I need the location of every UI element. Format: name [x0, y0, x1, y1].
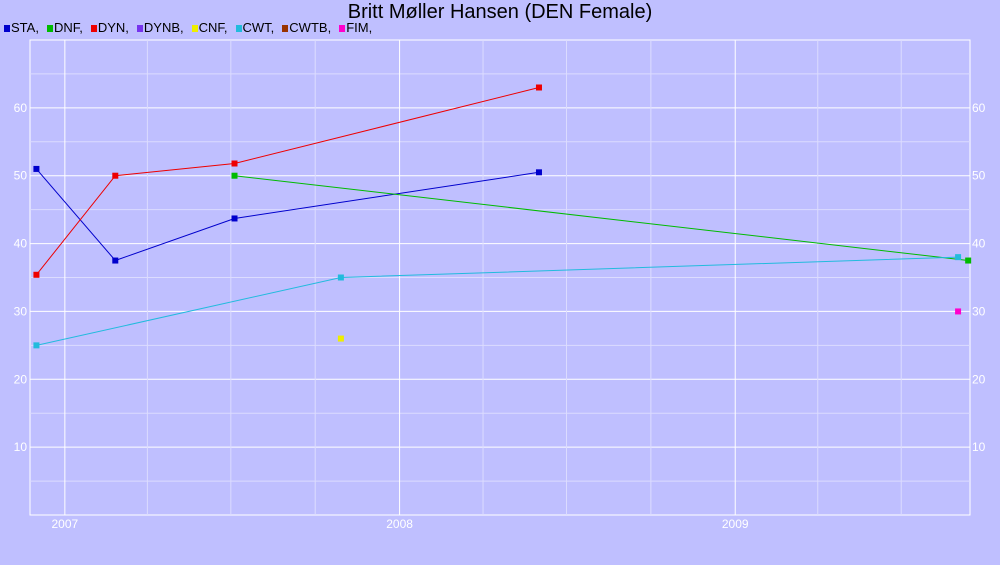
- legend-label: CNF,: [198, 20, 228, 35]
- data-point: [112, 257, 119, 264]
- data-point: [955, 308, 962, 315]
- series-line: [36, 168, 540, 262]
- data-point: [535, 84, 542, 91]
- series-0: [33, 165, 542, 264]
- x-tick-label: 2008: [386, 517, 413, 531]
- x-tick-label: 2007: [51, 517, 78, 531]
- legend-swatch: [90, 24, 97, 32]
- chart-title: Britt Møller Hansen (DEN Female): [347, 1, 653, 23]
- legend-item: CWTB,: [282, 21, 331, 35]
- data-point: [33, 271, 40, 278]
- legend-swatch: [4, 24, 10, 32]
- y-tick-label-right: 60: [972, 101, 986, 115]
- data-point: [112, 172, 119, 179]
- data-point: [33, 342, 40, 349]
- y-tick-label-right: 40: [972, 237, 986, 251]
- series-line: [36, 87, 540, 276]
- legend-label: FIM,: [346, 20, 373, 35]
- legend-item: CNF,: [191, 20, 228, 35]
- data-point: [231, 160, 238, 167]
- series-4: [337, 335, 344, 342]
- y-tick-label-right: 10: [972, 440, 986, 454]
- y-tick-label-left: 40: [14, 237, 28, 251]
- y-tick-label-left: 20: [14, 372, 28, 386]
- legend: STA, DNF, DYN, DYNB, CNF, CWT, CWTB, FIM,: [4, 21, 372, 35]
- legend-swatch: [282, 24, 289, 32]
- data-point: [33, 165, 40, 172]
- x-tick-label: 2009: [722, 517, 749, 531]
- axis-labels: 2007 2008 2009 10 10 20 20 30 30 40 40 50 50 60 60: [14, 101, 986, 531]
- series-7: [955, 308, 962, 315]
- legend-label: DYN,: [97, 20, 129, 35]
- data-point: [231, 172, 238, 179]
- legend-item: DYNB,: [136, 20, 184, 35]
- series-1: [231, 172, 972, 264]
- legend-item: STA,: [4, 21, 39, 35]
- legend-swatch: [235, 24, 242, 32]
- legend-label: CWTB,: [289, 20, 332, 35]
- legend-label: DYNB,: [143, 20, 184, 35]
- data-point: [231, 215, 238, 222]
- data-point: [337, 274, 344, 281]
- series-group: [33, 84, 972, 349]
- data-point: [337, 335, 344, 342]
- y-tick-label-left: 60: [14, 101, 28, 115]
- y-tick-label-right: 30: [972, 304, 986, 318]
- series-line: [234, 175, 969, 261]
- data-point: [535, 169, 542, 176]
- y-tick-label-left: 10: [14, 440, 28, 454]
- legend-label: CWT,: [242, 20, 275, 35]
- y-tick-label-left: 50: [14, 169, 28, 183]
- legend-item: FIM,: [339, 21, 372, 35]
- legend-item: DYN,: [90, 20, 129, 35]
- legend-swatch: [136, 24, 143, 32]
- grid-lines: [30, 40, 970, 515]
- legend-item: DNF,: [46, 20, 83, 35]
- legend-item: CWT,: [235, 20, 275, 35]
- legend-swatch: [191, 24, 198, 32]
- series-5: [33, 254, 962, 349]
- legend-swatch: [339, 24, 346, 32]
- legend-label: STA,: [11, 20, 39, 35]
- legend-label: DNF,: [53, 20, 83, 35]
- y-tick-label-left: 30: [14, 304, 28, 318]
- data-point: [955, 254, 962, 261]
- series-2: [33, 84, 542, 278]
- y-tick-label-right: 50: [972, 169, 986, 183]
- legend-swatch: [46, 24, 53, 32]
- data-point: [965, 257, 972, 264]
- y-tick-label-right: 20: [972, 372, 986, 386]
